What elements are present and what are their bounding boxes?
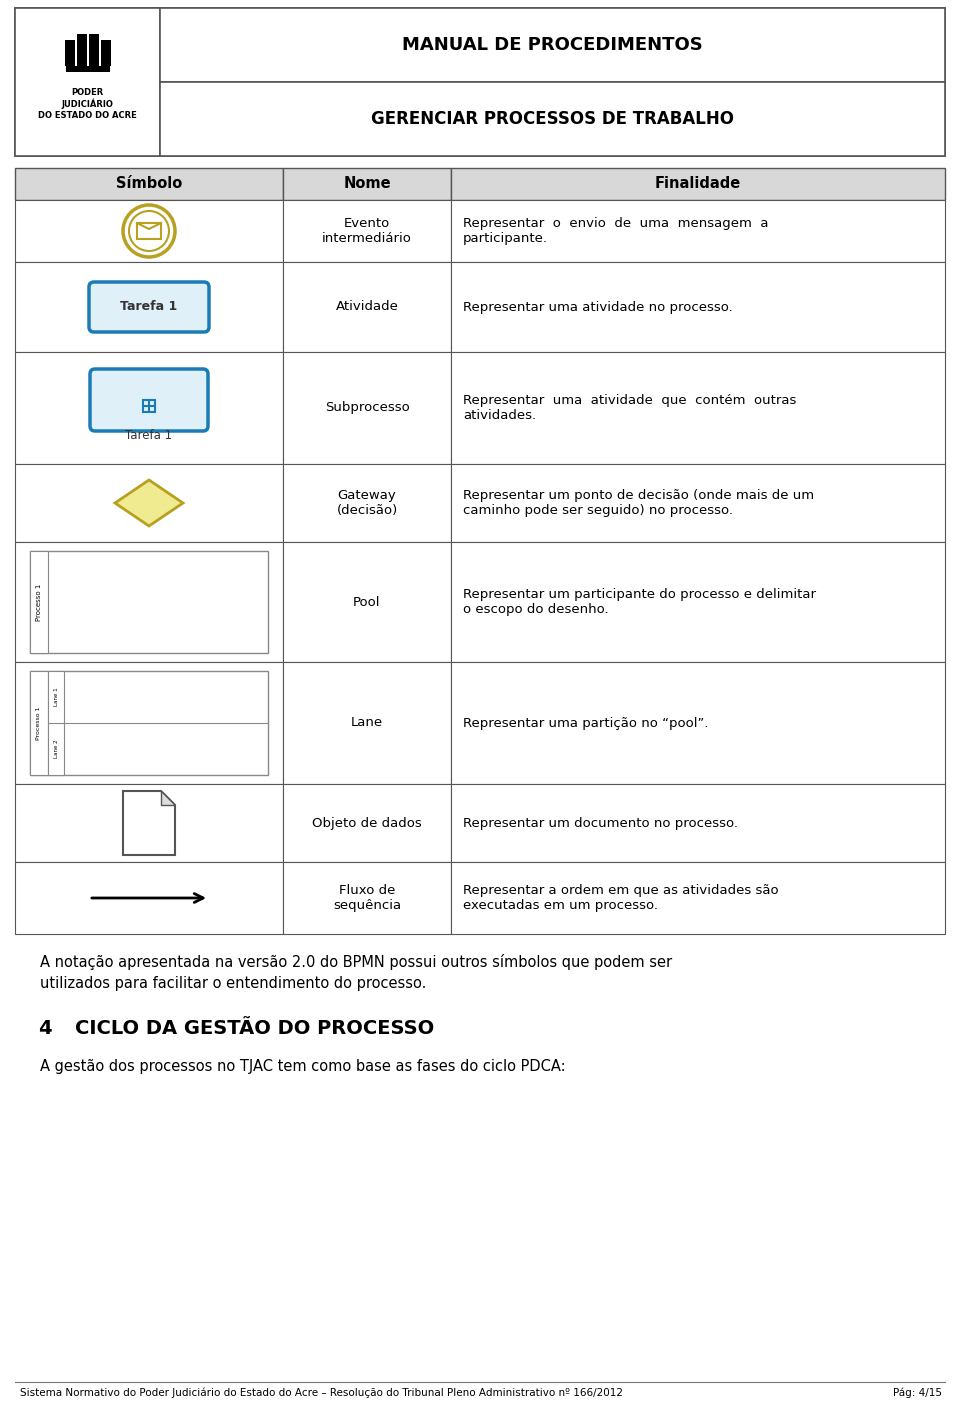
Bar xyxy=(30,550,268,653)
Bar xyxy=(137,223,161,239)
Text: Gateway
(decisão): Gateway (decisão) xyxy=(336,489,397,517)
Text: Evento
intermediário: Evento intermediário xyxy=(322,218,412,246)
Bar xyxy=(15,352,283,463)
Text: Símbolo: Símbolo xyxy=(116,177,182,191)
Text: Representar uma atividade no processo.: Representar uma atividade no processo. xyxy=(463,300,732,313)
Text: Lane 1: Lane 1 xyxy=(54,688,59,706)
Text: Fluxo de
sequência: Fluxo de sequência xyxy=(333,885,401,913)
Text: Representar  o  envio  de  uma  mensagem  a
participante.: Representar o envio de uma mensagem a pa… xyxy=(463,218,769,246)
Bar xyxy=(15,168,283,199)
Bar xyxy=(88,34,99,66)
Bar xyxy=(143,400,155,411)
Text: Atividade: Atividade xyxy=(336,300,398,313)
Bar xyxy=(64,39,75,66)
Bar xyxy=(15,8,160,156)
Bar xyxy=(15,542,283,663)
Text: Finalidade: Finalidade xyxy=(655,177,741,191)
Text: Lane: Lane xyxy=(351,716,383,730)
Text: Representar um documento no processo.: Representar um documento no processo. xyxy=(463,817,738,830)
Text: Representar um ponto de decisão (onde mais de um
caminho pode ser seguido) no pr: Representar um ponto de decisão (onde ma… xyxy=(463,489,814,517)
Text: PODER
JUDICIÁRIO
DO ESTADO DO ACRE: PODER JUDICIÁRIO DO ESTADO DO ACRE xyxy=(38,88,137,119)
Bar xyxy=(15,663,283,783)
Text: MANUAL DE PROCEDIMENTOS: MANUAL DE PROCEDIMENTOS xyxy=(402,37,703,53)
Bar xyxy=(451,352,945,463)
Bar xyxy=(283,168,451,199)
Text: Pág: 4/15: Pág: 4/15 xyxy=(893,1387,942,1397)
Bar xyxy=(283,663,451,783)
Polygon shape xyxy=(161,790,175,804)
Bar xyxy=(160,81,945,156)
Bar xyxy=(451,263,945,352)
Text: Subprocesso: Subprocesso xyxy=(324,402,409,414)
Bar xyxy=(15,783,283,862)
Bar xyxy=(77,34,86,66)
Text: GERENCIAR PROCESSOS DE TRABALHO: GERENCIAR PROCESSOS DE TRABALHO xyxy=(371,110,734,128)
Bar xyxy=(283,263,451,352)
Bar xyxy=(283,199,451,263)
Bar xyxy=(15,8,945,156)
Text: 4: 4 xyxy=(38,1019,52,1038)
Bar xyxy=(65,66,109,72)
Text: Tarefa 1: Tarefa 1 xyxy=(120,300,178,313)
Text: Nome: Nome xyxy=(343,177,391,191)
Text: CICLO DA GESTÃO DO PROCESSO: CICLO DA GESTÃO DO PROCESSO xyxy=(75,1019,434,1038)
Text: Processo 1: Processo 1 xyxy=(36,583,42,621)
Bar xyxy=(283,542,451,663)
Polygon shape xyxy=(123,790,175,855)
Bar xyxy=(283,352,451,463)
Bar xyxy=(160,8,945,81)
Text: A notação apresentada na versão 2.0 do BPMN possui outros símbolos que podem ser: A notação apresentada na versão 2.0 do B… xyxy=(40,953,672,970)
Bar xyxy=(451,862,945,934)
Bar xyxy=(451,542,945,663)
Bar xyxy=(101,39,110,66)
Bar xyxy=(451,199,945,263)
Bar xyxy=(451,663,945,783)
Text: utilizados para facilitar o entendimento do processo.: utilizados para facilitar o entendimento… xyxy=(40,976,426,991)
Text: Processo 1: Processo 1 xyxy=(36,706,41,740)
Text: Lane 2: Lane 2 xyxy=(54,740,59,758)
Bar xyxy=(15,862,283,934)
Bar xyxy=(15,463,283,542)
Bar xyxy=(451,783,945,862)
Text: Representar  uma  atividade  que  contém  outras
atividades.: Representar uma atividade que contém out… xyxy=(463,395,797,423)
Bar xyxy=(30,671,48,775)
Text: Objeto de dados: Objeto de dados xyxy=(312,817,421,830)
Polygon shape xyxy=(115,480,183,526)
FancyBboxPatch shape xyxy=(89,282,209,331)
Text: Representar um participante do processo e delimitar
o escopo do desenho.: Representar um participante do processo … xyxy=(463,588,816,616)
Bar xyxy=(15,263,283,352)
Bar xyxy=(30,550,48,653)
Text: Sistema Normativo do Poder Judiciário do Estado do Acre – Resolução do Tribunal : Sistema Normativo do Poder Judiciário do… xyxy=(20,1387,623,1397)
Text: A gestão dos processos no TJAC tem como base as fases do ciclo PDCA:: A gestão dos processos no TJAC tem como … xyxy=(40,1059,565,1074)
Bar xyxy=(30,671,268,775)
Text: Representar a ordem em que as atividades são
executadas em um processo.: Representar a ordem em que as atividades… xyxy=(463,885,779,913)
Text: Tarefa 1: Tarefa 1 xyxy=(126,430,173,442)
Bar xyxy=(15,199,283,263)
Bar xyxy=(283,783,451,862)
Text: Representar uma partição no “pool”.: Representar uma partição no “pool”. xyxy=(463,716,708,730)
Bar xyxy=(48,671,64,775)
Text: Pool: Pool xyxy=(353,595,381,608)
Bar xyxy=(283,862,451,934)
Bar xyxy=(451,463,945,542)
Bar xyxy=(451,168,945,199)
Bar xyxy=(283,463,451,542)
FancyBboxPatch shape xyxy=(90,369,208,431)
